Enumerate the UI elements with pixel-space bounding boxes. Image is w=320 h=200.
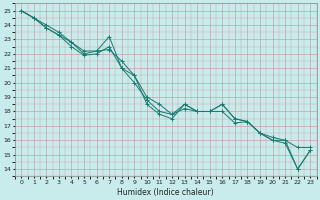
X-axis label: Humidex (Indice chaleur): Humidex (Indice chaleur) <box>117 188 214 197</box>
